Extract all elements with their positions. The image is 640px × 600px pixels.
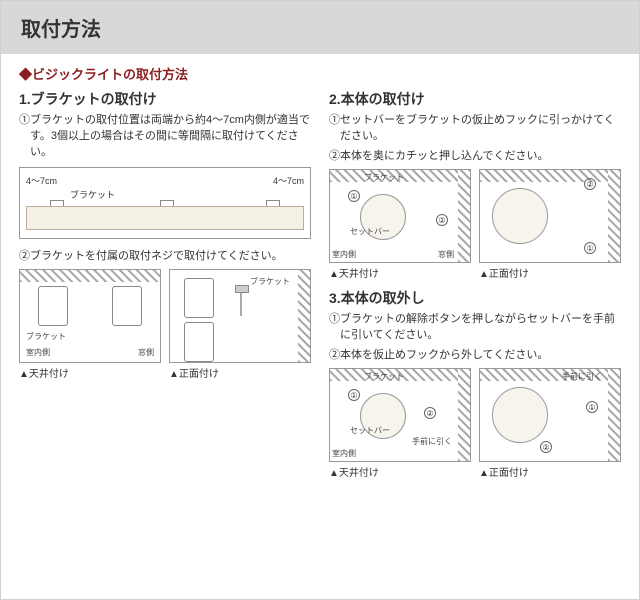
sec3-fig-ceiling: ブラケット ① ② セットバー 手前に引く 室内側 bbox=[329, 368, 471, 462]
sec1-fig1: 4〜7cm 4〜7cm ブラケット bbox=[19, 167, 311, 239]
cap-front: ▲正面付け bbox=[479, 265, 621, 280]
marker-1: ① bbox=[584, 242, 596, 254]
sec3-step1: ①ブラケットの解除ボタンを押しながらセットバーを手前に引いてください。 bbox=[329, 312, 621, 344]
label-inside: 室内側 bbox=[26, 347, 50, 358]
marker-2: ② bbox=[424, 407, 436, 419]
sec3-step2: ②本体を仮止めフックから外してください。 bbox=[329, 348, 621, 364]
dim-right: 4〜7cm bbox=[273, 174, 304, 187]
marker-1: ① bbox=[348, 389, 360, 401]
sec2-step2: ②本体を奥にカチッと押し込んでください。 bbox=[329, 149, 621, 165]
cap-front: ▲正面付け bbox=[169, 365, 311, 380]
sec2-heading: 2.本体の取付け bbox=[329, 89, 621, 109]
label-inside: 室内側 bbox=[332, 249, 356, 260]
bracket-label: ブラケット bbox=[70, 188, 115, 201]
cap-ceiling: ▲天井付け bbox=[329, 265, 471, 280]
cap-front: ▲正面付け bbox=[479, 464, 621, 479]
label-setbar: セットバー bbox=[350, 226, 390, 237]
column-right: 2.本体の取付け ①セットバーをブラケットの仮止めフックに引っかけてください。 … bbox=[329, 89, 621, 483]
cap-ceiling: ▲天井付け bbox=[329, 464, 471, 479]
label-bracket: ブラケット bbox=[250, 276, 290, 287]
sec1-fig-ceiling: ブラケット 室内側 窓側 bbox=[19, 269, 161, 363]
sec1-step1: ①ブラケットの取付位置は両端から約4〜7cm内側が適当です。3個以上の場合はその… bbox=[19, 113, 311, 161]
sec3-heading: 3.本体の取外し bbox=[329, 288, 621, 308]
label-pull: 手前に引く bbox=[562, 371, 602, 382]
page-title: 取付方法 bbox=[1, 1, 639, 54]
content-area: ◆ビジックライトの取付方法 1.ブラケットの取付け ①ブラケットの取付位置は両端… bbox=[1, 54, 639, 493]
sec2-fig-ceiling: ブラケット ① ② セットバー 室内側 窓側 bbox=[329, 169, 471, 263]
column-left: 1.ブラケットの取付け ①ブラケットの取付位置は両端から約4〜7cm内側が適当で… bbox=[19, 89, 311, 483]
sec1-fig-front: ブラケット bbox=[169, 269, 311, 363]
sec2-step1: ①セットバーをブラケットの仮止めフックに引っかけてください。 bbox=[329, 113, 621, 145]
rail-illustration bbox=[26, 206, 304, 230]
cap-ceiling: ▲天井付け bbox=[19, 365, 161, 380]
screw-icon bbox=[240, 290, 242, 316]
dim-left: 4〜7cm bbox=[26, 174, 57, 187]
marker-2: ② bbox=[540, 441, 552, 453]
marker-2: ② bbox=[436, 214, 448, 226]
marker-1: ① bbox=[586, 401, 598, 413]
marker-2: ② bbox=[584, 178, 596, 190]
label-bracket: ブラケット bbox=[26, 331, 66, 342]
sec3-fig-front: 手前に引く ① ② bbox=[479, 368, 621, 462]
label-pull: 手前に引く bbox=[412, 436, 452, 447]
label-outside: 窓側 bbox=[138, 347, 154, 358]
label-setbar: セットバー bbox=[350, 425, 390, 436]
label-bracket: ブラケット bbox=[364, 371, 404, 382]
marker-1: ① bbox=[348, 190, 360, 202]
sec1-step2: ②ブラケットを付属の取付ネジで取付けてください。 bbox=[19, 249, 311, 265]
sec1-heading: 1.ブラケットの取付け bbox=[19, 89, 311, 109]
label-inside: 室内側 bbox=[332, 448, 356, 459]
label-outside: 窓側 bbox=[438, 249, 454, 260]
label-bracket: ブラケット bbox=[364, 172, 404, 183]
sec2-fig-front: ② ① bbox=[479, 169, 621, 263]
subtitle: ◆ビジックライトの取付方法 bbox=[19, 64, 621, 83]
